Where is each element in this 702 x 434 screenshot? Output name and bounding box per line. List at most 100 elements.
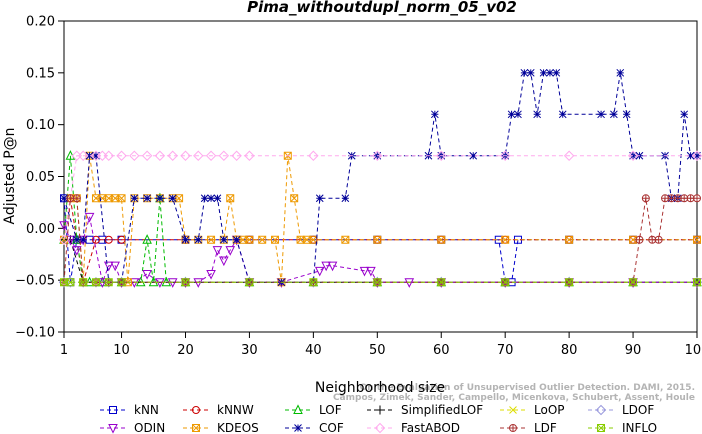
point-cof — [469, 151, 478, 160]
point-inflo — [693, 278, 701, 287]
y-tick-label: 0.05 — [26, 170, 55, 185]
legend-item-knn: kNN — [100, 403, 159, 417]
point-kdeos — [290, 194, 299, 203]
x-tick-label: 1 — [60, 343, 68, 358]
point-cof — [213, 194, 222, 203]
point-odin — [327, 261, 338, 272]
point-knnw — [104, 235, 113, 244]
legend-label: LDOF — [622, 403, 654, 417]
point-inflo — [91, 278, 100, 287]
legend-item-odin: ODIN — [100, 421, 165, 434]
point-inflo — [309, 278, 318, 287]
point-cof — [143, 194, 151, 203]
y-tick-label: −0.10 — [15, 326, 55, 341]
point-cof — [610, 110, 618, 119]
point-cof — [546, 68, 554, 77]
point-cof — [558, 110, 567, 119]
point-fastabod — [167, 150, 178, 161]
point-odin — [212, 246, 223, 256]
series-line-kdeos — [63, 155, 697, 283]
point-cof — [130, 194, 139, 203]
legend-label: KDEOS — [217, 421, 259, 434]
legend-label: LDF — [534, 421, 557, 434]
series-lof — [59, 150, 702, 287]
legend-item-cof: COF — [285, 421, 344, 434]
point-odin — [167, 278, 178, 288]
point-cof — [79, 235, 88, 244]
point-cof — [616, 68, 625, 77]
point-kdeos — [117, 194, 126, 203]
point-fastabod — [193, 150, 204, 161]
legend-item-ldf: LDF — [500, 421, 557, 434]
point-fastabod — [372, 150, 383, 161]
point-fastabod — [691, 150, 702, 161]
point-ldf — [654, 235, 663, 244]
point-fastabod — [499, 150, 511, 161]
point-odin — [142, 269, 152, 280]
point-odin — [225, 246, 236, 256]
point-cof — [693, 151, 701, 160]
legend-item-fastabod: FastABOD — [367, 421, 460, 434]
point-fastabod — [218, 150, 230, 161]
series-line-odin — [63, 216, 697, 284]
legend-marker — [293, 404, 303, 414]
point-odin — [129, 278, 140, 288]
chart-title: Pima_withoutdupl_norm_05_v02 — [247, 0, 517, 16]
legend-label: LoOP — [534, 403, 565, 417]
point-odin — [155, 278, 165, 288]
legend-label: kNN — [134, 403, 159, 417]
watermark-line-1: Campos, Zimek, Sander, Campello, Micenko… — [333, 393, 695, 403]
point-kdeos — [693, 235, 701, 244]
point-odin — [359, 266, 370, 277]
x-axis-label: Neighborhood size — [315, 380, 445, 396]
point-cof — [533, 110, 542, 119]
x-tick-label: 70 — [497, 343, 514, 358]
point-fastabod — [231, 150, 242, 161]
point-lof — [142, 234, 152, 244]
point-cof — [85, 151, 94, 160]
point-inflo — [66, 278, 75, 287]
series-kdeos — [60, 151, 701, 287]
point-cof — [181, 235, 190, 244]
point-cof — [219, 235, 228, 244]
legend-marker — [108, 424, 118, 434]
point-cof — [430, 110, 439, 119]
point-kdeos — [258, 235, 267, 244]
series-line-fastabod — [63, 155, 697, 240]
series-line-cof — [63, 72, 697, 283]
point-odin — [84, 212, 95, 223]
point-fastabod — [154, 150, 166, 161]
point-cof — [539, 68, 548, 77]
legend-marker — [109, 406, 117, 414]
point-cof — [680, 110, 689, 119]
y-tick-label: −0.05 — [15, 274, 55, 289]
point-odin — [71, 246, 82, 256]
point-cof — [194, 235, 203, 244]
x-tick-label: 30 — [241, 343, 258, 358]
point-fastabod — [180, 150, 191, 161]
legend-item-loop: LoOP — [500, 403, 565, 417]
series-line-simplifiedlof — [64, 239, 697, 283]
point-odin — [206, 269, 216, 280]
point-kdeos — [629, 235, 638, 244]
point-cof — [622, 110, 631, 119]
x-axis: 1 10 20 30 40 50 60 70 80 90 100 — [60, 332, 702, 358]
legend: kNN kNNW LOF SimplifiedLOF LoOP LDOF ODIN KDEOS… — [100, 403, 657, 434]
legend-item-lof: LOF — [285, 403, 342, 417]
legend-item-knnw: kNNW — [183, 403, 254, 417]
point-cof — [72, 235, 81, 244]
point-cof — [232, 235, 241, 244]
point-kdeos — [565, 235, 574, 244]
point-odin — [366, 266, 376, 277]
legend-label: INFLO — [622, 421, 657, 434]
point-ldf — [72, 194, 81, 203]
legend-item-kdeos: KDEOS — [183, 421, 259, 434]
series-inflo — [60, 278, 701, 287]
y-tick-label: 0.00 — [26, 222, 55, 237]
point-kdeos — [175, 194, 184, 203]
legend-label: FastABOD — [401, 421, 460, 434]
point-odin — [321, 261, 331, 272]
point-cof — [629, 151, 637, 160]
point-cof — [552, 68, 561, 77]
